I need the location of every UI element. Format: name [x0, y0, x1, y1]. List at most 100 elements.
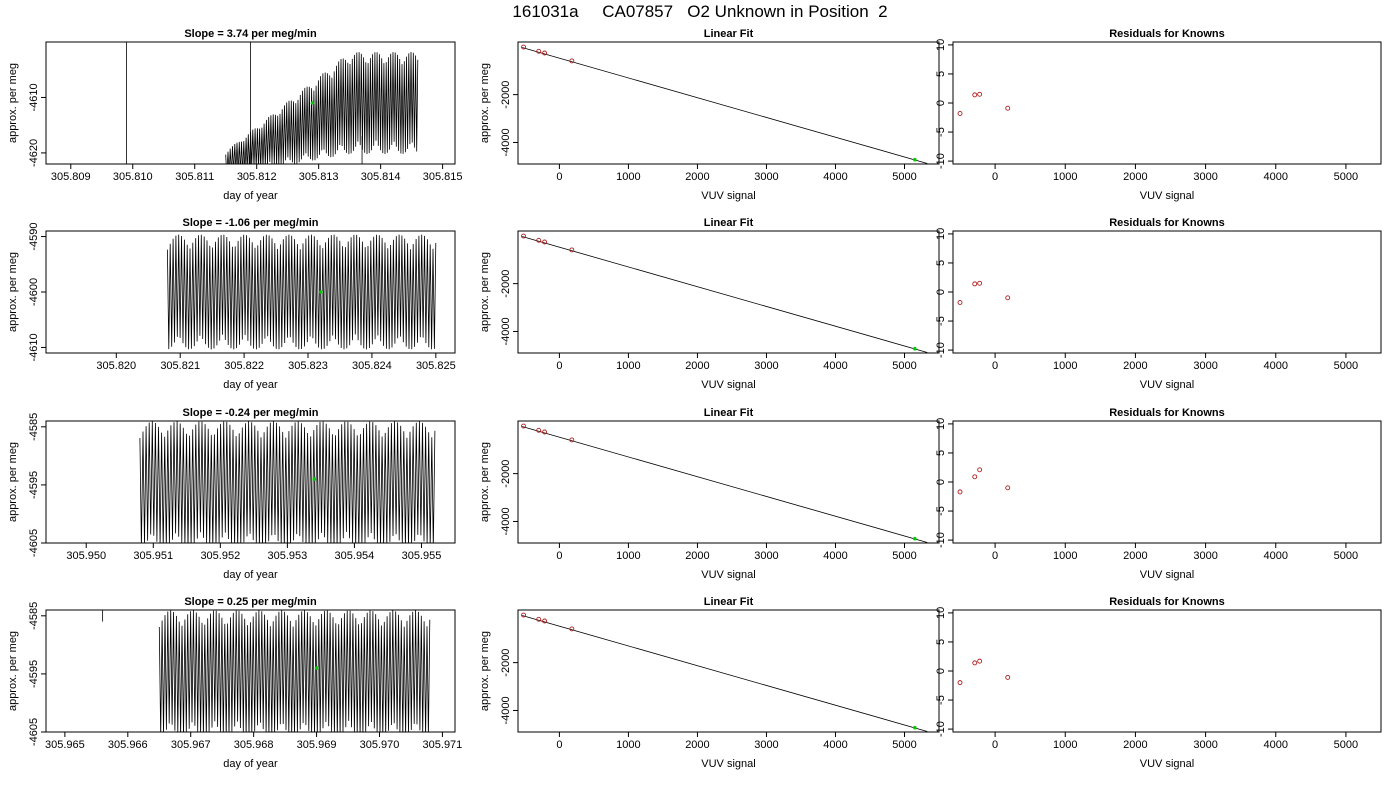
signal-line [139, 421, 436, 543]
x-tick-label: 0 [992, 739, 998, 751]
unknown-marker [314, 666, 319, 670]
x-tick-label: 0 [556, 739, 562, 751]
panel-title: Residuals for Knowns [1109, 596, 1225, 608]
x-tick-label: 305.953 [267, 550, 307, 562]
x-tick-label: 305.815 [423, 171, 463, 183]
y-tick-label: -5 [935, 695, 947, 705]
unknown-point [913, 157, 917, 162]
y-tick-label: -4605 [28, 718, 40, 746]
panel-title: Residuals for Knowns [1109, 407, 1225, 419]
x-tick-label: 0 [992, 550, 998, 562]
x-tick-label: 1000 [616, 171, 640, 183]
plot-data [167, 234, 437, 350]
x-tick-label: 305.969 [297, 739, 337, 751]
x-tick-label: 305.825 [416, 360, 456, 372]
residual-point [977, 280, 983, 286]
residual-point [957, 111, 963, 116]
x-tick-label: 3000 [1193, 171, 1217, 183]
x-tick-label: 1000 [616, 360, 640, 372]
x-tick-label: 1000 [616, 739, 640, 751]
x-tick-label: 3000 [754, 739, 778, 751]
y-tick-label: 10 [935, 228, 947, 240]
residual-point [957, 300, 963, 305]
x-tick-label: 305.970 [360, 739, 400, 751]
y-tick-label: -2000 [500, 81, 512, 109]
y-tick-label: -4600 [28, 278, 40, 306]
x-tick-label: 305.822 [224, 360, 264, 372]
x-axis-label: VUV signal [701, 758, 755, 770]
unknown-point [913, 536, 917, 541]
x-tick-label: 4000 [1264, 360, 1288, 372]
y-tick-label: 10 [935, 39, 947, 51]
x-tick-label: 305.810 [113, 171, 153, 183]
x-tick-label: 3000 [754, 171, 778, 183]
y-axis-label: approx. per meg [479, 442, 491, 522]
known-point [569, 626, 575, 632]
x-axis-label: VUV signal [1140, 569, 1194, 581]
panel-title: Slope = 3.74 per meg/min [184, 28, 317, 40]
y-tick-label: -4595 [28, 660, 40, 688]
y-tick-label: -4610 [28, 333, 40, 361]
fit-line [522, 236, 928, 353]
plot-frame [517, 41, 940, 165]
y-tick-label: 0 [935, 479, 947, 485]
panel-title: Linear Fit [704, 217, 754, 229]
known-point [536, 427, 542, 433]
unknown-point [913, 346, 917, 351]
y-tick-label: -10 [935, 721, 947, 737]
x-tick-label: 5000 [892, 550, 916, 562]
x-tick-label: 4000 [823, 360, 847, 372]
panel-1-2: Linear Fit 0 1000 2000 3000 4000 5000 -2000 -400… [479, 28, 940, 202]
panel-title: Slope = -0.24 per meg/min [182, 407, 318, 419]
y-axis-label: approx. per meg [479, 631, 491, 711]
plot-frame [45, 420, 456, 544]
y-tick-label: 0 [935, 100, 947, 106]
x-tick-label: 5000 [1334, 171, 1358, 183]
x-axis-label: VUV signal [701, 379, 755, 391]
x-tick-label: 1000 [1053, 550, 1077, 562]
panel-title: Linear Fit [704, 407, 754, 419]
x-tick-label: 5000 [1334, 550, 1358, 562]
y-tick-label: -4000 [500, 128, 512, 156]
x-tick-label: 4000 [823, 739, 847, 751]
known-point [521, 423, 526, 429]
known-point [542, 618, 548, 624]
x-tick-label: 3000 [754, 550, 778, 562]
x-tick-label: 2000 [1123, 360, 1147, 372]
residual-point [972, 660, 978, 666]
plot-data [957, 467, 1011, 495]
y-tick-label: -5 [935, 316, 947, 326]
plot-data [521, 612, 928, 732]
x-tick-label: 4000 [1264, 171, 1288, 183]
x-tick-label: 1000 [1053, 360, 1077, 372]
x-tick-label: 0 [992, 171, 998, 183]
x-tick-label: 5000 [892, 171, 916, 183]
x-tick-label: 305.824 [352, 360, 392, 372]
x-axis-label: VUV signal [1140, 379, 1194, 391]
x-tick-label: 305.965 [45, 739, 85, 751]
y-tick-label: -4605 [28, 529, 40, 557]
panel-4-2: Linear Fit 0 1000 2000 3000 4000 5000 -2000 -400… [479, 596, 940, 770]
unknown-marker [310, 101, 315, 105]
x-axis-label: VUV signal [701, 190, 755, 202]
figure-title: 161031a CA07857 O2 Unknown in Position 2 [512, 2, 888, 21]
unknown-marker [318, 290, 323, 294]
residual-point [972, 474, 978, 480]
x-tick-label: 2000 [685, 550, 709, 562]
y-tick-label: -2000 [500, 649, 512, 677]
known-point [569, 247, 575, 253]
x-tick-label: 305.812 [237, 171, 277, 183]
signal-line [158, 610, 431, 732]
y-tick-label: -4620 [28, 139, 40, 167]
plot-data [139, 421, 436, 543]
plot-data [521, 44, 928, 164]
x-tick-label: 2000 [685, 171, 709, 183]
x-tick-label: 305.821 [160, 360, 200, 372]
panel-title: Linear Fit [704, 28, 754, 40]
residual-point [972, 92, 978, 98]
x-tick-label: 305.820 [96, 360, 136, 372]
x-tick-label: 2000 [685, 360, 709, 372]
known-point [521, 612, 526, 618]
residual-point [1005, 674, 1011, 680]
x-tick-label: 305.814 [361, 171, 401, 183]
